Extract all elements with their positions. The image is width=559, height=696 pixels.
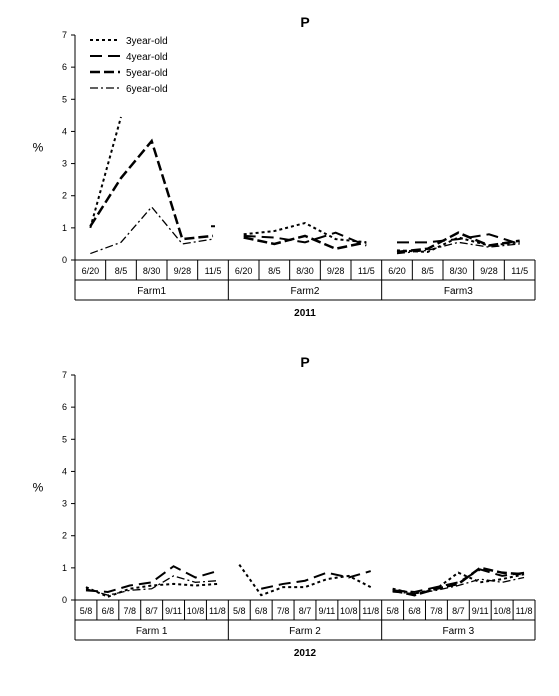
svg-text:8/7: 8/7 (299, 606, 312, 616)
svg-text:8/30: 8/30 (450, 266, 468, 276)
svg-text:9/28: 9/28 (480, 266, 498, 276)
svg-text:5year-old: 5year-old (126, 68, 168, 79)
top-chart: 0 1 2 3 4 5 6 7% 6/20 8/5 8/30 9/28 11/5 Farm1 6/20 8/5… (20, 5, 545, 345)
svg-text:7: 7 (62, 30, 67, 40)
svg-text:3: 3 (62, 159, 67, 169)
svg-text:6: 6 (62, 62, 67, 72)
svg-text:7/8: 7/8 (277, 606, 290, 616)
svg-text:8/5: 8/5 (268, 266, 281, 276)
svg-text:6: 6 (62, 402, 67, 412)
svg-text:6/8: 6/8 (255, 606, 268, 616)
svg-text:6/20: 6/20 (235, 266, 253, 276)
svg-text:1: 1 (62, 223, 67, 233)
svg-text:6/8: 6/8 (408, 606, 421, 616)
svg-text:1: 1 (62, 563, 67, 573)
svg-text:5: 5 (62, 94, 67, 104)
svg-text:Farm 1: Farm 1 (136, 626, 168, 637)
svg-text:11/8: 11/8 (516, 606, 533, 616)
svg-text:11/8: 11/8 (209, 606, 226, 616)
svg-text:8/5: 8/5 (421, 266, 434, 276)
svg-text:11/5: 11/5 (205, 266, 222, 276)
svg-text:8/30: 8/30 (143, 266, 161, 276)
svg-text:2012: 2012 (294, 648, 317, 659)
svg-text:5/8: 5/8 (233, 606, 246, 616)
svg-text:8/5: 8/5 (115, 266, 128, 276)
svg-text:%: % (33, 141, 44, 155)
svg-text:4: 4 (62, 126, 67, 136)
svg-text:Farm 2: Farm 2 (289, 626, 321, 637)
svg-text:6/20: 6/20 (388, 266, 406, 276)
svg-text:P: P (300, 14, 309, 30)
svg-text:9/11: 9/11 (318, 606, 335, 616)
bottom-chart: 0 1 2 3 4 5 6 7% 5/8 6/8 7/8 8/7 9/11 10/8 11/8 Farm 1 5… (20, 345, 545, 685)
svg-text:3: 3 (62, 499, 67, 509)
svg-text:11/8: 11/8 (362, 606, 379, 616)
svg-text:7/8: 7/8 (430, 606, 443, 616)
svg-text:6/20: 6/20 (82, 266, 100, 276)
svg-text:4: 4 (62, 466, 67, 476)
svg-text:Farm1: Farm1 (137, 286, 166, 297)
svg-text:0: 0 (62, 595, 67, 605)
svg-text:Farm2: Farm2 (291, 286, 320, 297)
svg-text:8/30: 8/30 (296, 266, 314, 276)
svg-text:9/28: 9/28 (327, 266, 345, 276)
svg-text:11/5: 11/5 (511, 266, 528, 276)
svg-text:4year-old: 4year-old (126, 52, 168, 63)
svg-text:9/11: 9/11 (165, 606, 182, 616)
svg-text:8/7: 8/7 (145, 606, 158, 616)
svg-text:7/8: 7/8 (124, 606, 137, 616)
svg-text:2011: 2011 (294, 308, 316, 319)
svg-text:%: % (33, 481, 44, 495)
svg-text:10/8: 10/8 (493, 606, 511, 616)
svg-text:Farm3: Farm3 (444, 286, 473, 297)
svg-text:Farm 3: Farm 3 (442, 626, 474, 637)
svg-text:10/8: 10/8 (187, 606, 205, 616)
svg-text:9/28: 9/28 (174, 266, 192, 276)
svg-text:11/5: 11/5 (358, 266, 375, 276)
svg-text:2: 2 (62, 531, 67, 541)
svg-text:P: P (300, 354, 309, 370)
svg-text:6/8: 6/8 (102, 606, 115, 616)
svg-text:9/11: 9/11 (472, 606, 489, 616)
svg-text:2: 2 (62, 191, 67, 201)
svg-text:0: 0 (62, 255, 67, 265)
svg-text:8/7: 8/7 (452, 606, 465, 616)
svg-text:10/8: 10/8 (340, 606, 358, 616)
svg-text:5/8: 5/8 (80, 606, 93, 616)
svg-text:6year-old: 6year-old (126, 84, 168, 95)
svg-text:5: 5 (62, 434, 67, 444)
svg-text:3year-old: 3year-old (126, 36, 168, 47)
svg-text:7: 7 (62, 370, 67, 380)
svg-text:5/8: 5/8 (386, 606, 399, 616)
